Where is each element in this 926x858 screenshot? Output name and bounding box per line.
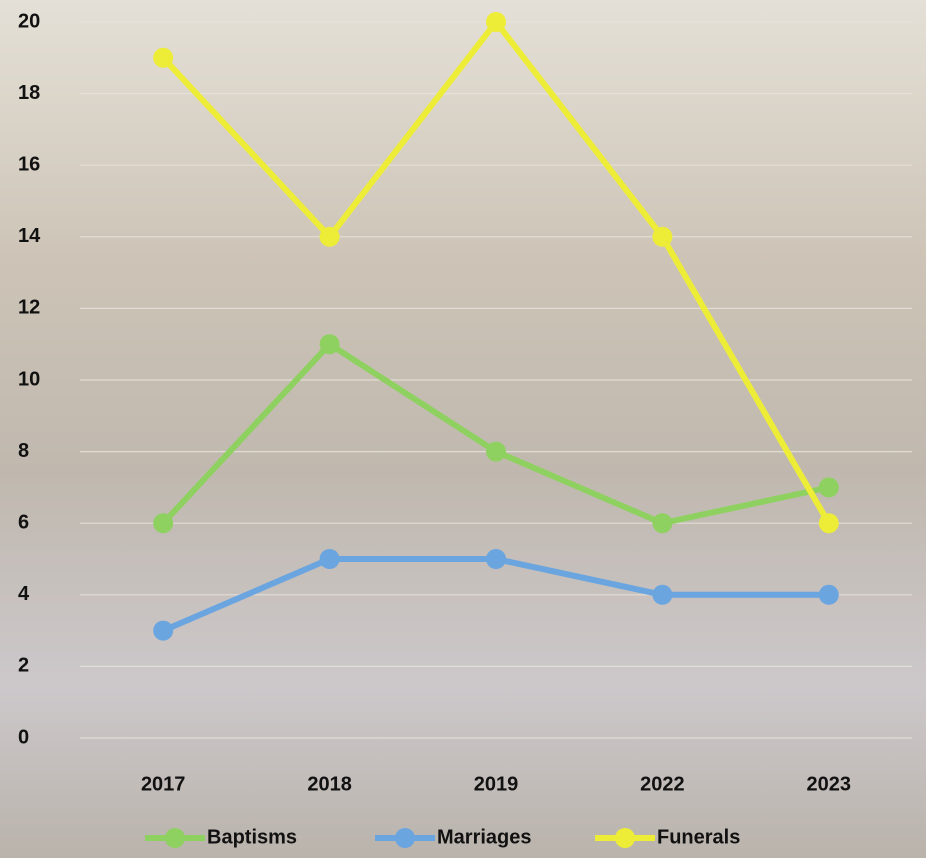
data-point xyxy=(652,584,673,605)
x-tick-label: 2022 xyxy=(640,773,685,795)
data-point xyxy=(486,12,506,32)
legend-label: Marriages xyxy=(437,826,532,848)
legend-swatch-dot xyxy=(615,828,635,848)
data-point xyxy=(818,584,839,605)
y-tick-label: 18 xyxy=(18,82,40,104)
legend-label: Funerals xyxy=(657,826,740,848)
y-tick-label: 20 xyxy=(18,10,40,32)
y-tick-label: 8 xyxy=(18,440,29,462)
y-tick-label: 14 xyxy=(18,225,41,247)
data-point xyxy=(153,47,174,68)
data-point xyxy=(486,549,506,569)
x-tick-label: 2017 xyxy=(141,773,186,795)
y-tick-label: 6 xyxy=(18,511,29,533)
data-point xyxy=(319,226,340,247)
legend-label: Baptisms xyxy=(207,826,297,848)
data-point xyxy=(818,477,839,498)
y-tick-label: 0 xyxy=(18,726,29,748)
data-point xyxy=(319,334,340,355)
y-tick-label: 2 xyxy=(18,655,29,677)
data-point xyxy=(153,513,174,534)
x-tick-label: 2019 xyxy=(474,773,519,795)
y-tick-label: 16 xyxy=(18,153,40,175)
x-tick-label: 2023 xyxy=(807,773,852,795)
data-point xyxy=(319,549,340,569)
data-point xyxy=(153,620,174,641)
legend-swatch-dot xyxy=(395,828,415,848)
y-tick-label: 10 xyxy=(18,368,40,390)
y-tick-label: 12 xyxy=(18,297,40,319)
data-point xyxy=(818,513,839,534)
x-tick-label: 2018 xyxy=(307,773,352,795)
data-point xyxy=(486,441,506,462)
data-point xyxy=(652,226,673,247)
y-tick-label: 4 xyxy=(18,583,30,605)
data-point xyxy=(652,513,673,534)
legend-swatch-dot xyxy=(165,828,185,848)
